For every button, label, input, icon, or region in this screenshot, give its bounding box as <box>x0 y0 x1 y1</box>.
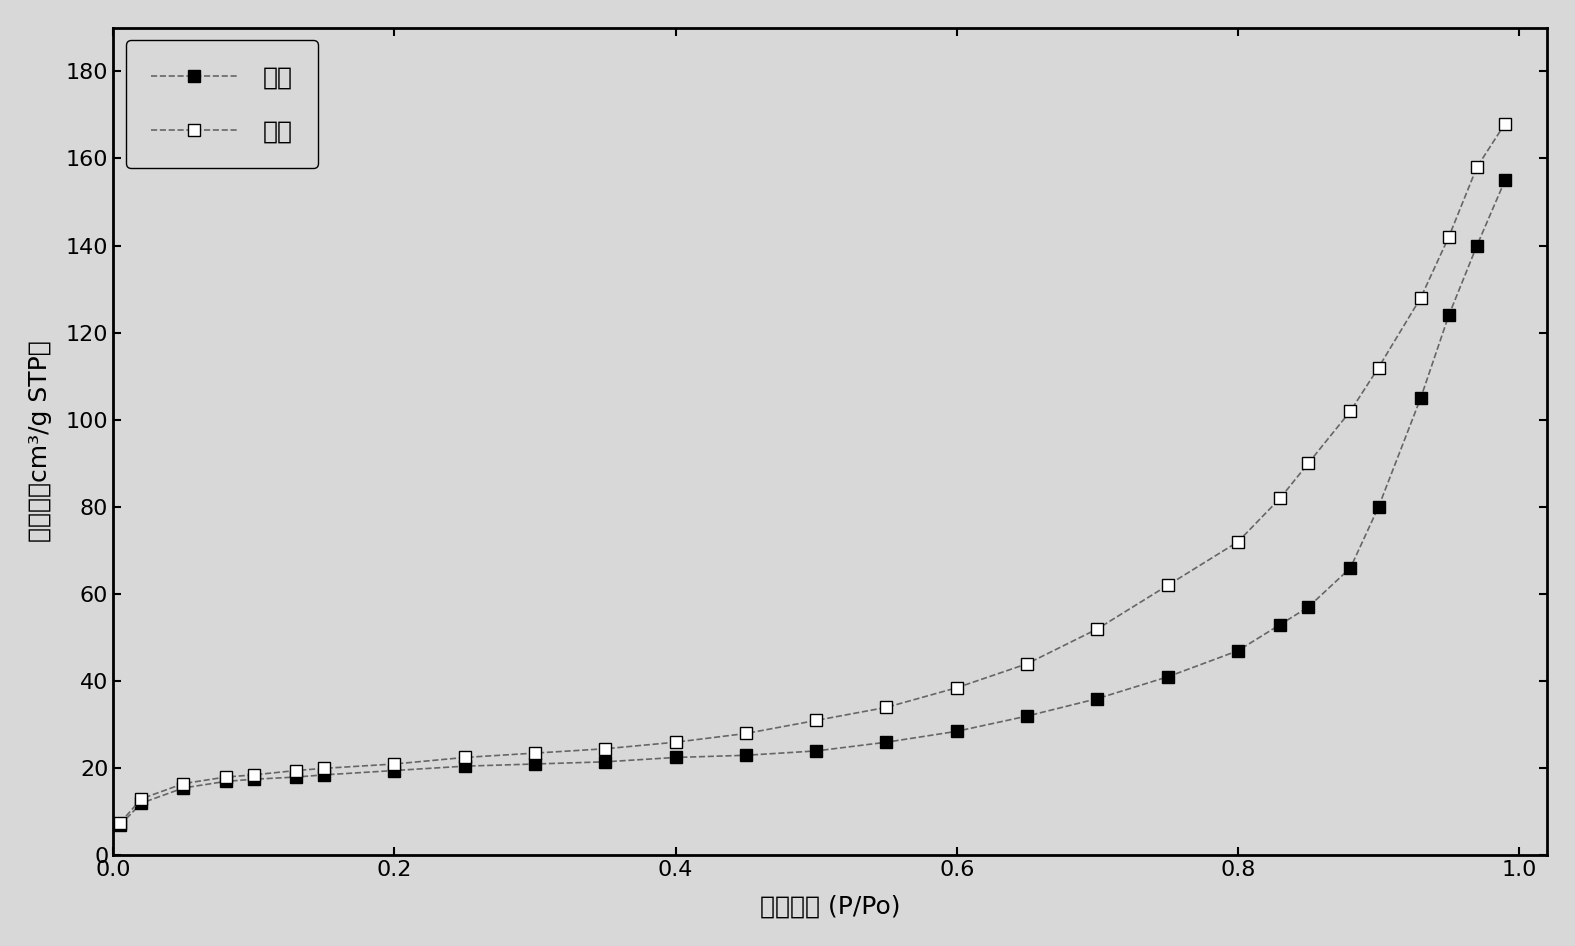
吸附 <box>1158 672 1177 683</box>
吸附 <box>384 765 403 777</box>
吸附 <box>1299 602 1318 613</box>
脱附 <box>315 762 334 774</box>
Y-axis label: 吸附量（cm³/g STP）: 吸附量（cm³/g STP） <box>28 341 52 542</box>
吸附 <box>1017 710 1036 722</box>
X-axis label: 相对压力 (P/Po): 相对压力 (P/Po) <box>759 894 901 919</box>
脱附 <box>455 752 474 763</box>
脱附 <box>1271 493 1290 504</box>
脱附 <box>1440 231 1458 242</box>
Line: 吸附: 吸附 <box>115 175 1510 831</box>
吸附 <box>287 771 306 782</box>
吸附 <box>595 756 614 767</box>
吸附 <box>1369 501 1388 513</box>
吸附 <box>737 749 756 761</box>
脱附 <box>110 817 129 829</box>
脱附 <box>1340 406 1359 417</box>
脱附 <box>287 765 306 777</box>
脱附 <box>1369 362 1388 374</box>
吸附 <box>455 761 474 772</box>
脱附 <box>1496 118 1515 130</box>
Line: 脱附: 脱附 <box>115 118 1510 829</box>
吸附 <box>526 759 545 770</box>
脱附 <box>877 702 896 713</box>
吸附 <box>877 737 896 748</box>
脱附 <box>806 715 825 727</box>
脱附 <box>526 747 545 759</box>
脱附 <box>1299 458 1318 469</box>
脱附 <box>1228 536 1247 548</box>
吸附 <box>1468 240 1487 252</box>
吸附 <box>947 726 965 737</box>
脱附 <box>947 682 965 693</box>
吸附 <box>1411 393 1430 404</box>
脱附 <box>173 778 192 789</box>
吸附 <box>666 752 685 763</box>
脱附 <box>1088 623 1107 635</box>
Legend: 吸附, 脱附: 吸附, 脱附 <box>126 41 318 168</box>
吸附 <box>1340 562 1359 573</box>
吸附 <box>1496 175 1515 186</box>
脱附 <box>216 771 235 782</box>
脱附 <box>384 759 403 770</box>
脱附 <box>244 769 263 780</box>
吸附 <box>1228 645 1247 657</box>
脱附 <box>666 737 685 748</box>
脱附 <box>1411 292 1430 304</box>
吸附 <box>1271 619 1290 630</box>
脱附 <box>1017 658 1036 670</box>
脱附 <box>595 743 614 754</box>
脱附 <box>1468 162 1487 173</box>
吸附 <box>173 782 192 794</box>
吸附 <box>1440 309 1458 321</box>
脱附 <box>132 793 151 804</box>
吸附 <box>244 774 263 785</box>
吸附 <box>110 819 129 831</box>
吸附 <box>132 797 151 809</box>
吸附 <box>216 776 235 787</box>
吸附 <box>806 745 825 757</box>
脱附 <box>1158 580 1177 591</box>
吸附 <box>315 769 334 780</box>
吸附 <box>1088 693 1107 705</box>
脱附 <box>737 727 756 739</box>
